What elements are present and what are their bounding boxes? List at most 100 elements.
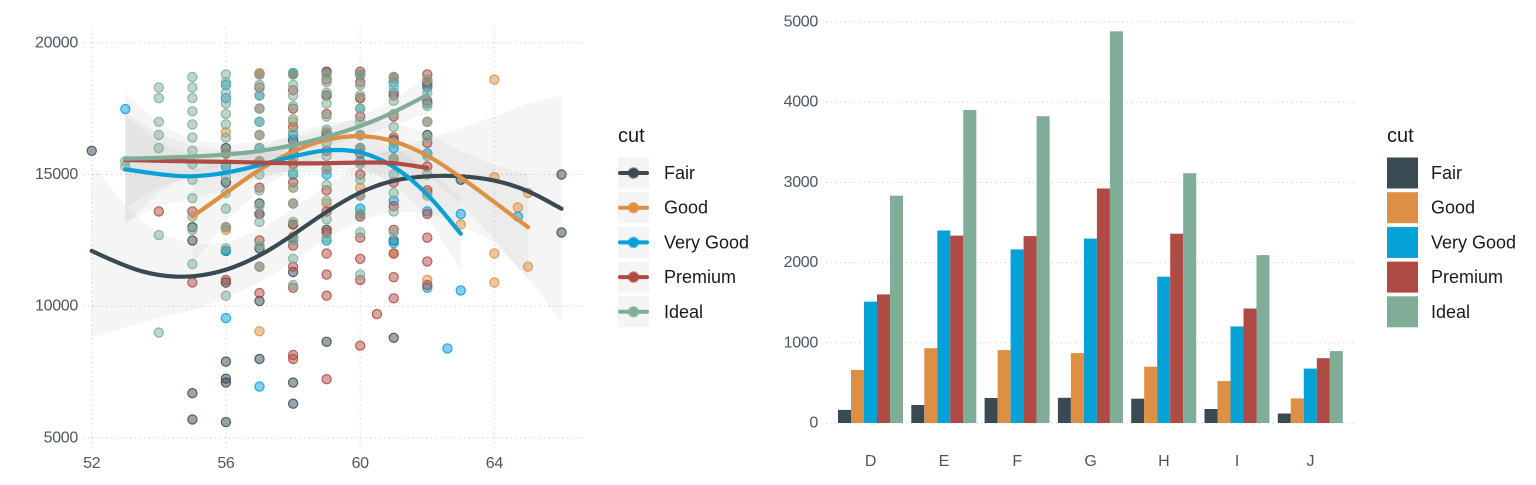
- bar-ideal-i: [1256, 255, 1270, 423]
- scatter-point-fair: [254, 353, 265, 365]
- category-label-f: F: [1012, 453, 1022, 470]
- scatter-point-fair: [556, 227, 567, 238]
- scatter-point-very-good: [120, 103, 131, 115]
- scatter-point-ideal: [287, 79, 299, 91]
- scatter-point-ideal: [422, 132, 433, 143]
- right-legend-label-very-good: Very Good: [1431, 232, 1516, 252]
- bar-very-good-i: [1230, 326, 1244, 423]
- scatter-point-ideal: [153, 82, 164, 93]
- y-tick-label: 5000: [44, 429, 79, 446]
- bar-very-good-f: [1010, 249, 1024, 423]
- bar-premium-f: [1023, 236, 1037, 423]
- scatter-point-fair: [287, 377, 299, 388]
- scatter-point-ideal: [422, 74, 433, 85]
- scatter-point-good: [489, 277, 500, 288]
- scatter-point-ideal: [187, 192, 198, 204]
- scatter-point-ideal: [388, 206, 399, 217]
- scatter-point-ideal: [220, 203, 232, 214]
- bar-ideal-j: [1329, 351, 1343, 423]
- scatter-point-ideal: [187, 71, 198, 83]
- legend-swatch-good: [1387, 192, 1418, 224]
- scatter-point-ideal: [321, 87, 332, 99]
- scatter-point-premium: [220, 274, 232, 286]
- y-tick-label: 2000: [784, 254, 819, 271]
- y-tick-label: 1000: [784, 334, 819, 351]
- bar-ideal-f: [1036, 116, 1050, 423]
- scatter-point-premium: [355, 340, 366, 351]
- scatter-point-ideal: [287, 69, 299, 80]
- bar-ideal-g: [1109, 31, 1123, 424]
- scatter-point-ideal: [187, 106, 198, 117]
- scatter-point-premium: [321, 269, 332, 280]
- bar-premium-h: [1170, 233, 1184, 423]
- y-tick-label: 0: [809, 415, 818, 432]
- bar-ideal-d: [890, 195, 903, 423]
- bar-very-good-h: [1157, 276, 1171, 423]
- smooth-line-ideal: [123, 92, 430, 161]
- bar-ideal-e: [963, 110, 977, 423]
- scatter-point-ideal: [254, 79, 265, 91]
- scatter-point-ideal: [254, 129, 265, 141]
- scatter-point-premium: [371, 308, 383, 320]
- bar-good-f: [997, 350, 1011, 423]
- scatter-point-ideal: [287, 279, 299, 291]
- ci-ribbon-very-good: [125, 116, 461, 271]
- smooth-line-very-good: [123, 147, 463, 236]
- bar-fair-d: [838, 409, 851, 423]
- category-label-g: G: [1084, 453, 1096, 470]
- bar-very-good-g: [1083, 238, 1097, 423]
- scatter-point-premium: [422, 256, 433, 267]
- x-tick-label: 56: [217, 455, 235, 472]
- legend-swatch-ideal: [1387, 296, 1418, 328]
- scatter-point-ideal: [321, 163, 332, 175]
- scatter-point-ideal: [355, 79, 366, 91]
- left-legend-label-very-good: Very Good: [664, 232, 749, 252]
- bar-good-e: [924, 348, 938, 423]
- scatter-point-ideal: [388, 121, 399, 133]
- bar-premium-j: [1316, 358, 1330, 423]
- bar-ideal-h: [1183, 173, 1197, 423]
- scatter-point-fair: [321, 336, 332, 347]
- category-label-h: H: [1158, 453, 1169, 470]
- scatter-point-ideal: [355, 174, 366, 185]
- legend-key-point-good: [627, 201, 640, 214]
- scatter-point-ideal: [355, 269, 366, 280]
- scatter-point-fair: [556, 169, 567, 180]
- scatter-point-premium: [388, 272, 399, 283]
- legend-key-point-premium: [627, 271, 640, 283]
- scatter-point-premium: [422, 279, 433, 291]
- scatter-point-ideal: [287, 198, 299, 209]
- scatter-point-ideal: [321, 195, 332, 206]
- scatter-point-ideal: [187, 258, 198, 270]
- scatter-point-premium: [388, 293, 399, 304]
- scatter-point-ideal: [153, 229, 164, 241]
- scatter-point-premium: [422, 232, 433, 243]
- category-label-i: I: [1235, 453, 1239, 470]
- scatter-point-premium: [254, 287, 265, 299]
- scatter-point-ideal: [153, 129, 164, 141]
- bar-good-j: [1290, 398, 1304, 423]
- scatter-point-good: [254, 326, 265, 337]
- scatter-point-ideal: [287, 113, 299, 125]
- bar-good-h: [1144, 366, 1158, 423]
- legend-swatch-fair: [1387, 157, 1418, 189]
- left-legend-label-fair: Fair: [664, 163, 695, 183]
- scatter-point-ideal: [388, 71, 399, 83]
- scatter-point-ideal: [187, 224, 198, 235]
- scatter-point-very-good: [455, 285, 466, 296]
- scatter-point-ideal: [355, 227, 366, 238]
- scatter-point-ideal: [287, 216, 299, 228]
- scatter-point-very-good: [442, 343, 453, 354]
- scatter-point-fair: [187, 235, 198, 246]
- scatter-point-ideal: [254, 69, 265, 80]
- scatter-point-ideal: [355, 208, 366, 220]
- bar-good-d: [851, 369, 864, 423]
- scatter-point-ideal: [187, 82, 198, 93]
- scatter-point-ideal: [187, 132, 198, 143]
- category-label-d: D: [865, 453, 876, 470]
- bar-good-i: [1217, 381, 1231, 423]
- scatter-point-ideal: [287, 90, 299, 101]
- scatter-point-good: [512, 202, 524, 213]
- smooth-line-good: [190, 134, 531, 230]
